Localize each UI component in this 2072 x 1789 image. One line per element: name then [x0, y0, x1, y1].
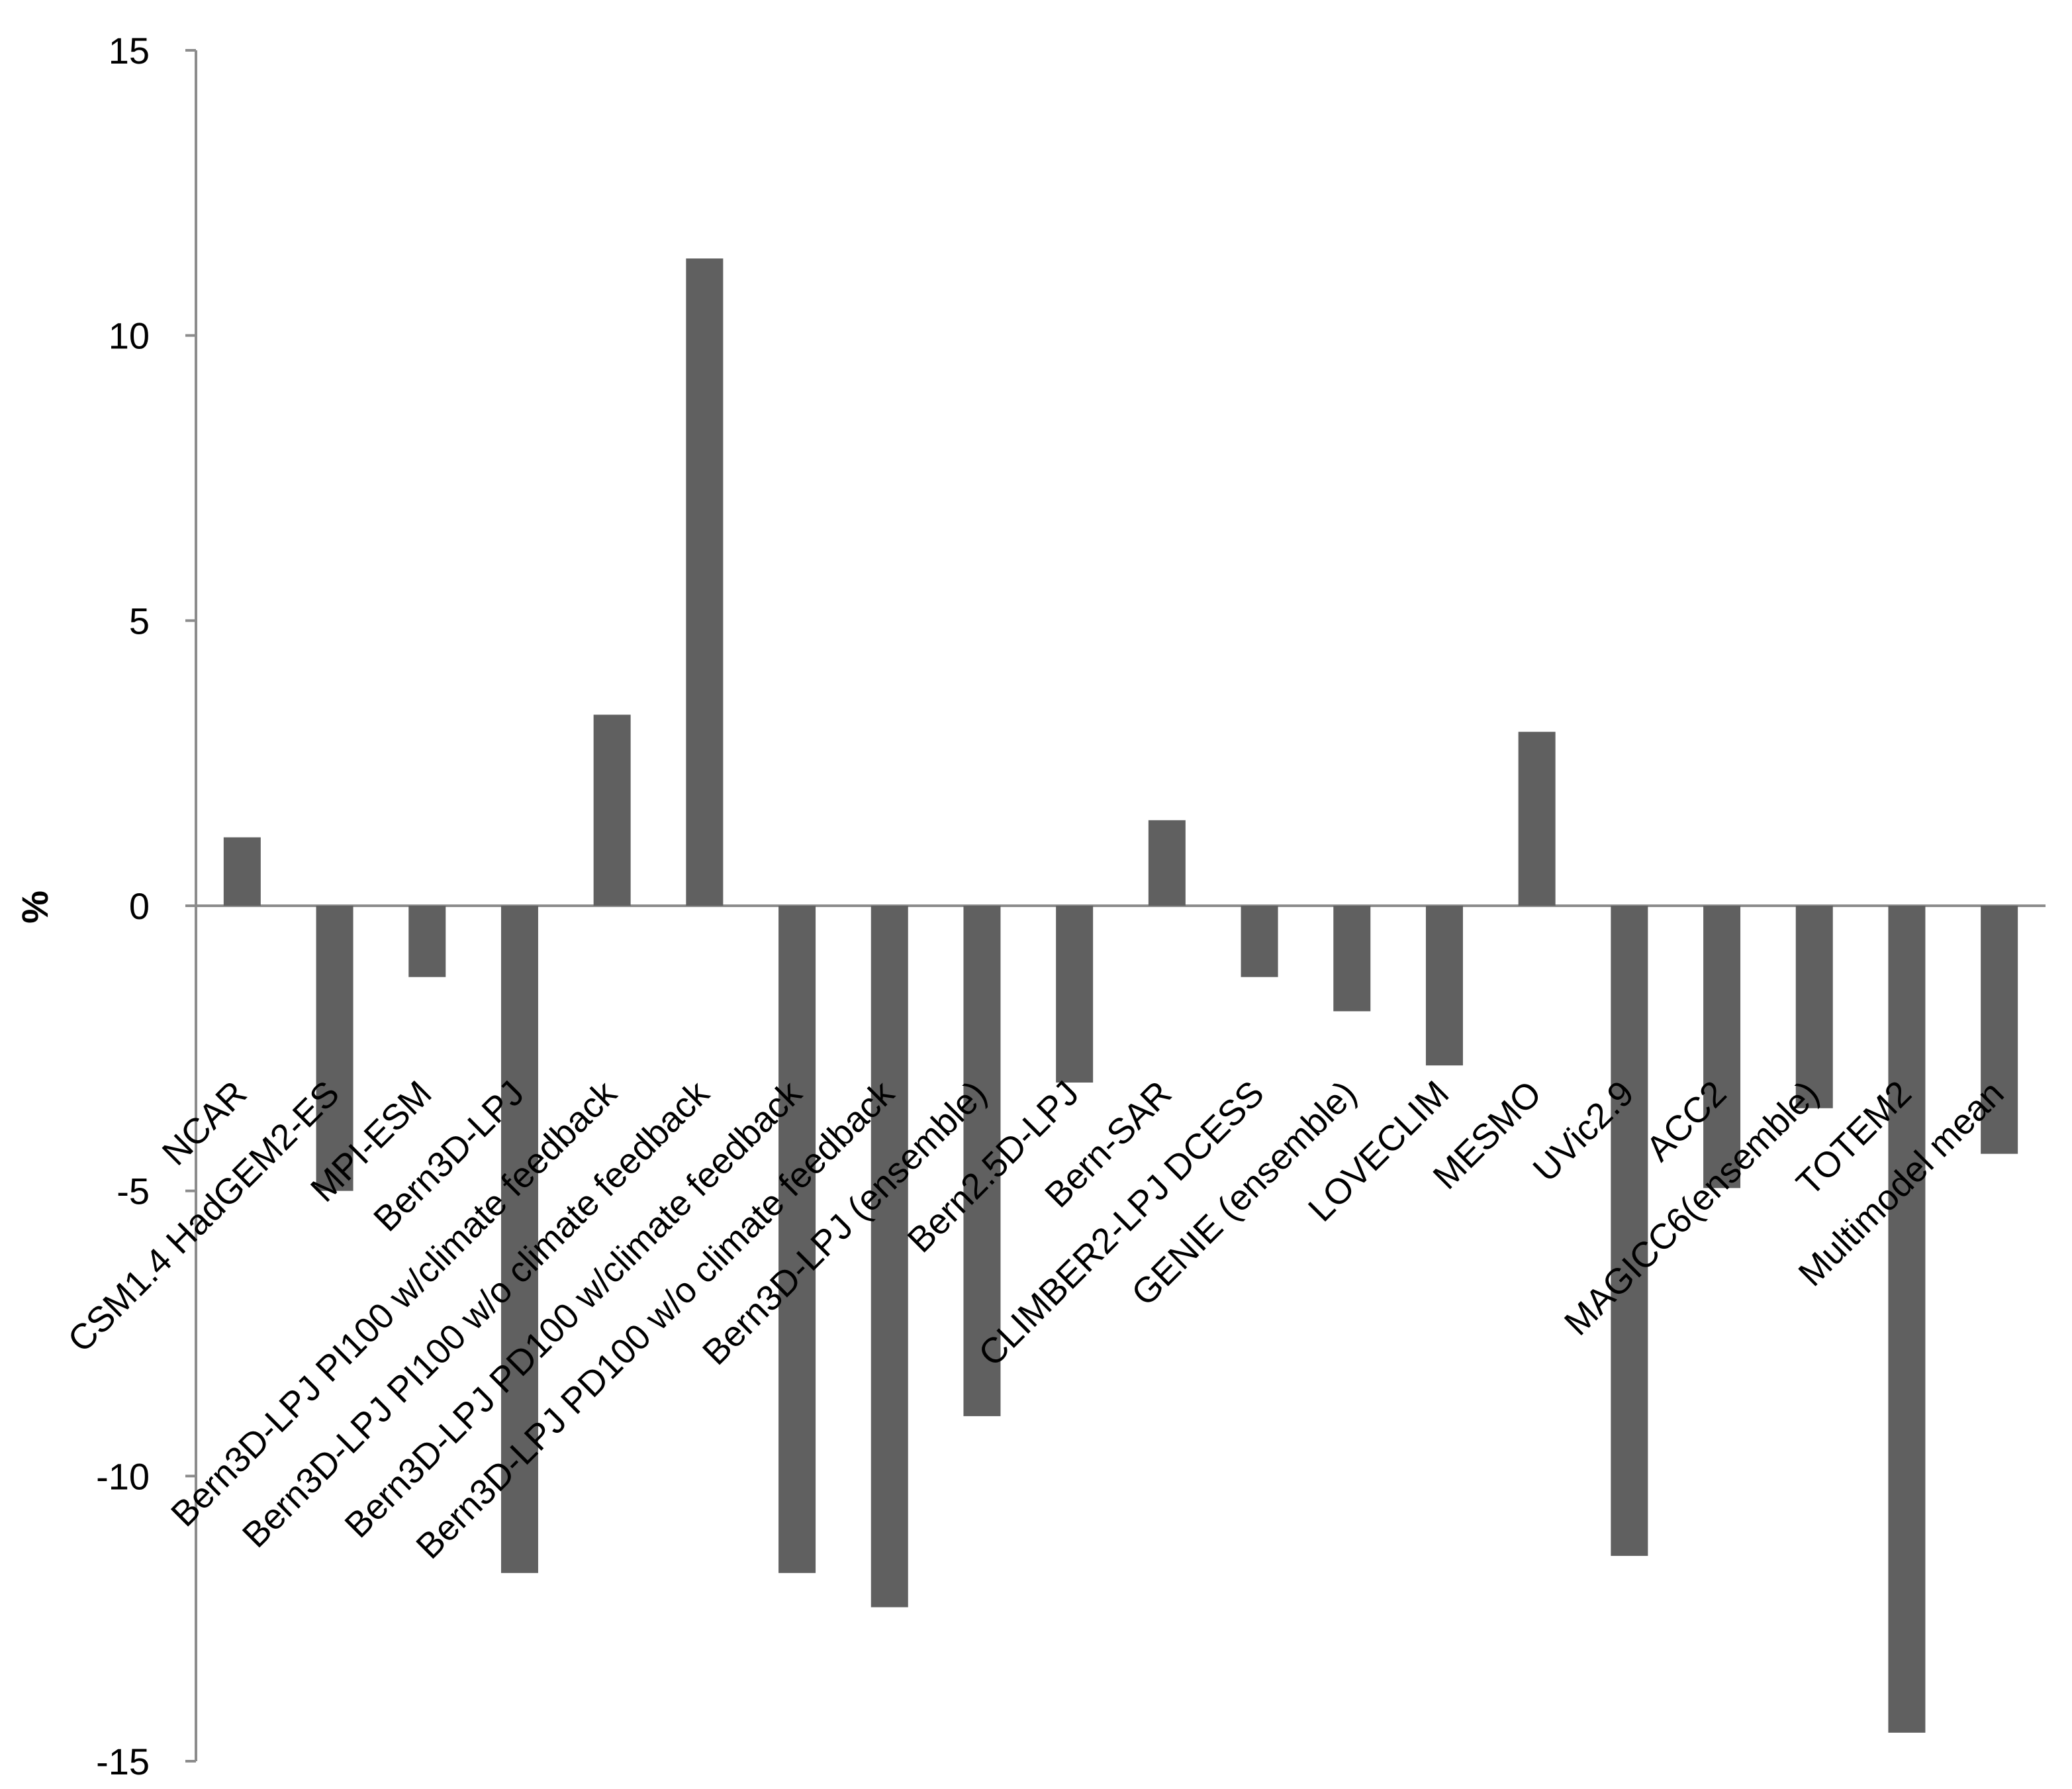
y-tick-label: -5 — [117, 1171, 150, 1212]
bar — [963, 906, 1001, 1416]
bar — [1148, 820, 1186, 906]
y-tick-label: 15 — [109, 30, 150, 72]
bar — [1333, 906, 1371, 1012]
bar — [500, 906, 538, 1573]
y-ticks: 15 10 5 0 -5 -10 -15 — [96, 30, 196, 1782]
bar — [1425, 906, 1463, 1066]
bar — [1611, 906, 1648, 1556]
bar — [223, 837, 261, 906]
y-tick-label: 0 — [129, 885, 150, 927]
bar — [1241, 906, 1278, 977]
y-tick-label: 5 — [129, 600, 150, 642]
y-axis-label: % — [14, 891, 56, 924]
bar — [1518, 732, 1556, 906]
bar — [1795, 906, 1833, 1108]
bar — [408, 906, 446, 977]
bar — [1888, 906, 1926, 1733]
bar — [871, 906, 908, 1608]
bar — [593, 714, 631, 906]
bars — [223, 258, 2018, 1733]
y-tick-label: -15 — [96, 1741, 150, 1782]
y-tick-label: 10 — [109, 315, 150, 357]
bar — [1056, 906, 1094, 1083]
bar — [686, 258, 724, 906]
bar — [778, 906, 816, 1573]
y-tick-label: -10 — [96, 1455, 150, 1497]
bar — [316, 906, 353, 1191]
bar — [1981, 906, 2018, 1154]
bar — [1703, 906, 1741, 1188]
